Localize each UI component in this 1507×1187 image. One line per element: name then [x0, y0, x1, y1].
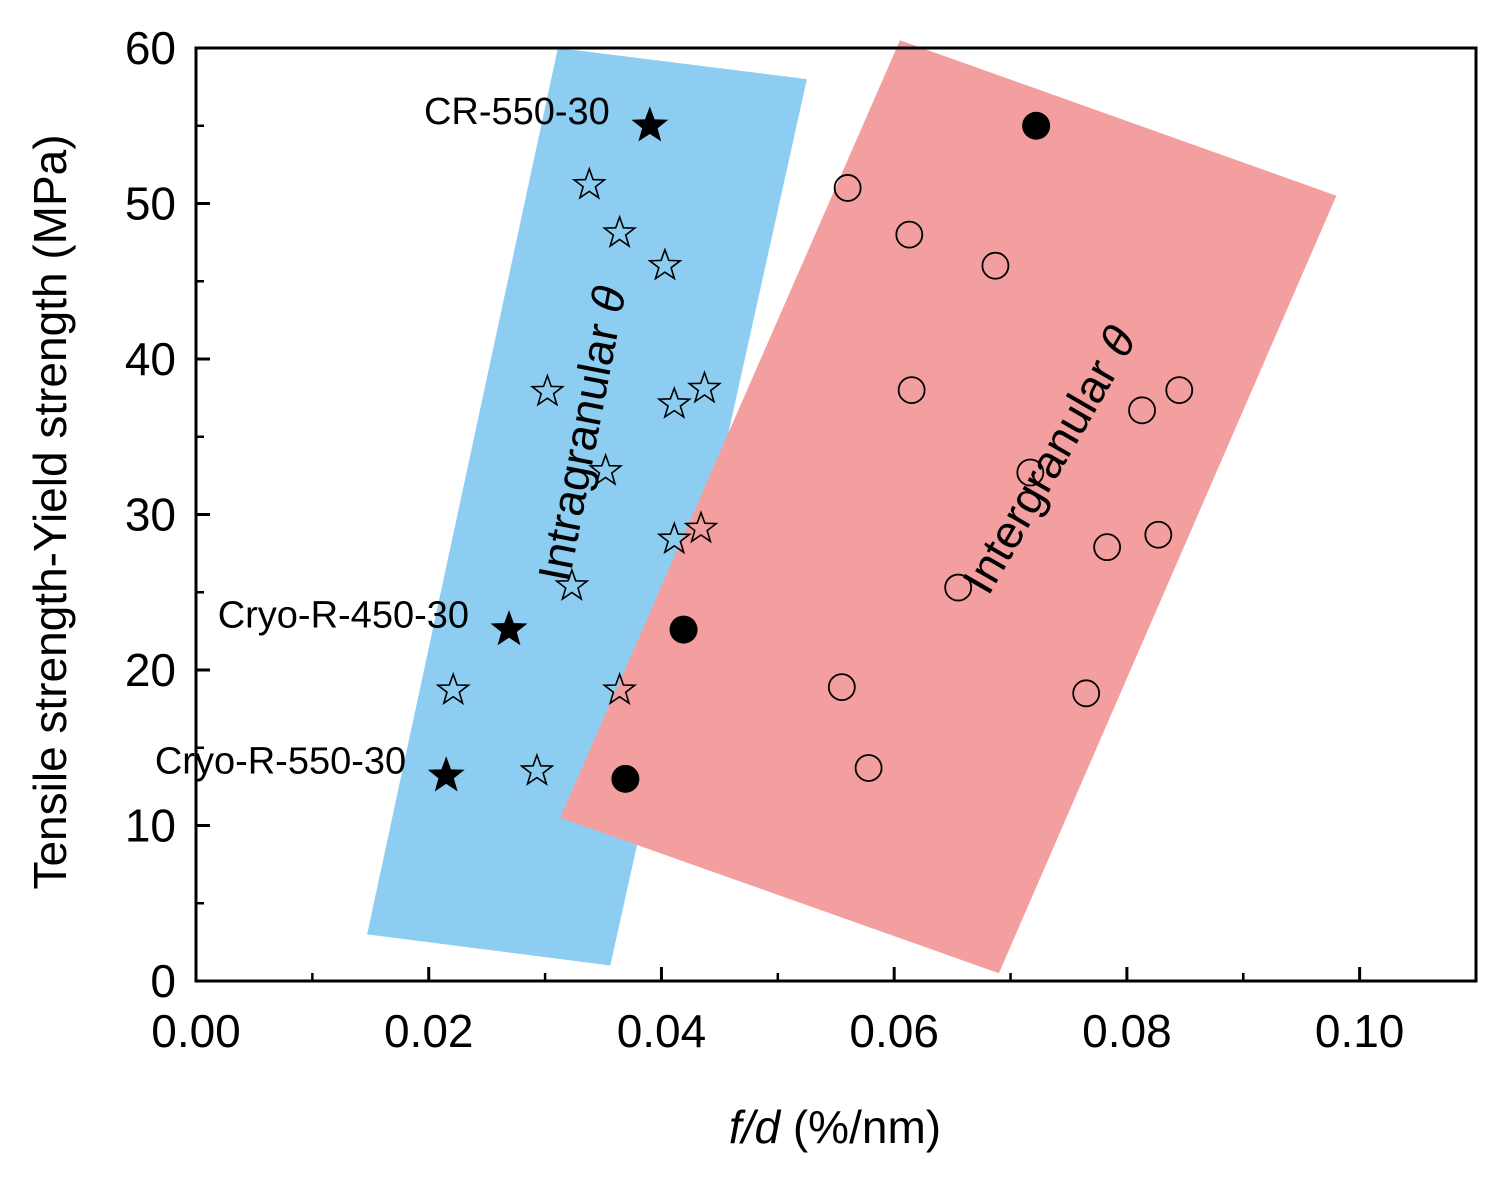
y-tick-label: 10 [125, 800, 176, 852]
data-point-circle-open-1 [895, 220, 924, 249]
y-tick-label: 20 [125, 644, 176, 696]
y-tick-label: 60 [125, 22, 176, 74]
data-point-star-filled-0 [631, 106, 669, 142]
x-axis-title: f/d (%/nm) [729, 1101, 941, 1153]
data-point-circle-open-4 [1128, 396, 1156, 425]
data-point-circle-open-5 [1165, 376, 1194, 405]
x-axis-title-units: (%/nm) [780, 1101, 941, 1153]
data-point-star-open-3 [529, 373, 565, 407]
annotation-label: Cryo-R-550-30 [155, 741, 406, 783]
data-point-circle-open-11 [1072, 679, 1101, 708]
data-point-circle-filled-2 [611, 764, 640, 793]
x-tick-label: 0.04 [617, 1005, 707, 1057]
annotation-label: Cryo-R-450-30 [218, 595, 469, 637]
data-point-star-open-7 [656, 521, 692, 555]
tick-labels-layer: 0.00 0.02 0.04 0.06 0.08 0.10 0 10 20 30 40 50 60 [125, 22, 1405, 1057]
data-point-circle-open-7 [1093, 533, 1122, 562]
y-axis-title: Tensile strength-Yield strength (MPa) [24, 134, 76, 889]
data-point-star-open-12 [519, 752, 555, 786]
y-tick-label: 50 [125, 178, 176, 230]
ticks-layer [194, 46, 1362, 983]
data-point-star-open-6 [588, 452, 624, 486]
data-point-star-filled-1 [490, 610, 528, 646]
annotation-label: CR-550-30 [424, 91, 610, 133]
y-tick-label: 40 [125, 333, 176, 385]
data-point-star-open-10 [435, 671, 471, 706]
data-point-circle-open-3 [897, 376, 926, 405]
x-tick-label: 0.10 [1315, 1005, 1405, 1057]
data-point-circle-open-2 [981, 251, 1010, 280]
data-point-circle-filled-1 [669, 615, 698, 644]
data-point-circle-open-8 [1144, 520, 1173, 549]
regions-layer [367, 40, 1337, 974]
region-intragranular [367, 48, 807, 966]
data-point-circle-open-12 [854, 754, 883, 782]
data-point-star-open-9 [554, 567, 590, 601]
data-point-star-open-1 [602, 214, 638, 248]
data-point-star-open-0 [571, 166, 607, 200]
data-point-star-open-4 [656, 385, 692, 419]
y-tick-label: 0 [150, 955, 176, 1007]
data-point-star-open-8 [683, 510, 719, 544]
region-intergranular [560, 40, 1337, 974]
data-point-star-open-5 [687, 370, 722, 404]
annotations-layer: CR-550-30 Cryo-R-450-30 Cryo-R-550-30 [155, 91, 610, 783]
data-point-circle-open-0 [833, 174, 862, 202]
y-tick-label: 30 [125, 489, 176, 541]
data-point-star-open-2 [647, 247, 683, 281]
x-tick-label: 0.06 [849, 1005, 939, 1057]
data-point-circle-open-6 [1016, 458, 1045, 487]
x-tick-label: 0.02 [384, 1005, 474, 1057]
data-point-circle-filled-0 [1022, 111, 1051, 140]
data-point-star-filled-2 [427, 756, 465, 792]
x-tick-label: 0.00 [151, 1005, 241, 1057]
data-point-circle-open-10 [827, 673, 856, 702]
x-axis-title-italic: f/d [729, 1101, 782, 1153]
x-tick-label: 0.08 [1082, 1005, 1172, 1057]
data-point-circle-open-9 [944, 573, 973, 602]
data-point-star-open-11 [602, 671, 638, 706]
